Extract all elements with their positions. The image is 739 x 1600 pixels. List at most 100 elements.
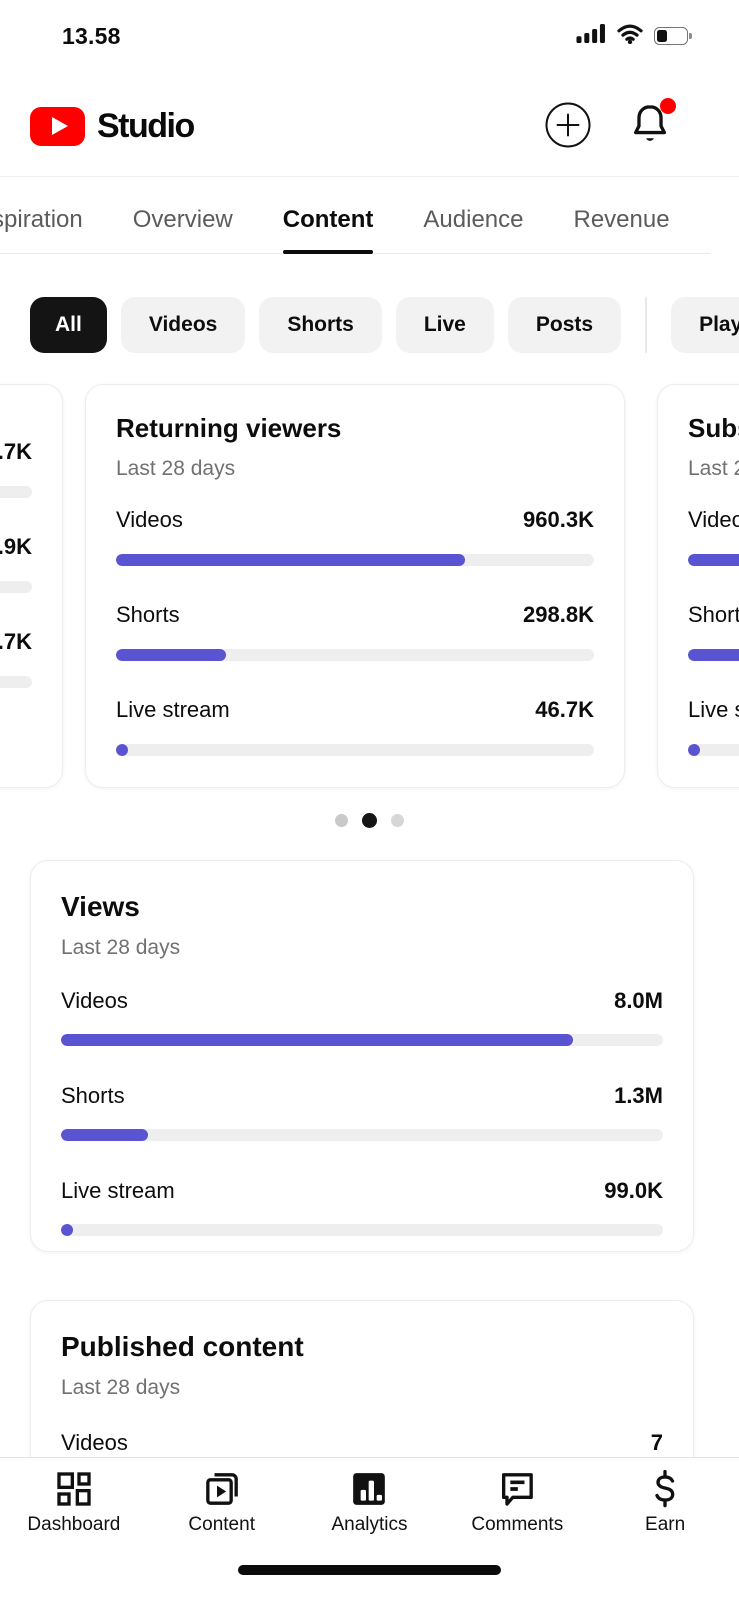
metric-label: Shorts <box>688 602 739 627</box>
card-title: Subscribers <box>688 413 739 443</box>
metric-row: .9K <box>0 534 32 593</box>
card-title: Published content <box>61 1331 304 1362</box>
carousel-page-indicator <box>0 812 739 828</box>
filter-chip-playlists[interactable]: Playlists <box>671 296 739 353</box>
nav-item-analytics[interactable]: Analytics <box>296 1458 444 1600</box>
brand-name: Studio <box>97 106 195 145</box>
metric-value: 8.0M <box>614 988 663 1013</box>
home-indicator[interactable] <box>238 1565 501 1575</box>
status-time: 13.58 <box>62 22 121 49</box>
progress-bar <box>116 744 594 756</box>
tab-audience[interactable]: Audience <box>423 206 524 233</box>
tab-overview[interactable]: Overview <box>132 206 233 233</box>
notifications-button[interactable] <box>629 97 676 151</box>
progress-bar <box>0 581 32 593</box>
tab-content[interactable]: Content <box>282 206 374 254</box>
nav-label: Earn <box>645 1514 686 1535</box>
metric-row: Videos <box>688 507 739 566</box>
page-dot-active <box>362 812 377 828</box>
youtube-play-icon <box>30 106 85 146</box>
progress-bar <box>688 649 739 661</box>
chips-divider <box>645 296 648 353</box>
header-divider <box>0 176 739 177</box>
filter-chip-videos[interactable]: Videos <box>120 296 246 353</box>
metric-card-returning-viewers[interactable]: Returning viewers Last 28 days Videos 960… <box>85 384 625 788</box>
nav-item-content[interactable]: Content <box>148 1458 296 1600</box>
dashboard-icon <box>53 1468 95 1510</box>
metric-row: Live stream 46.7K <box>116 697 594 756</box>
content-filter-chips: All Videos Shorts Live Posts Playlists <box>0 296 739 353</box>
nav-item-earn[interactable]: Earn <box>591 1458 739 1600</box>
progress-bar <box>61 1224 663 1236</box>
card-subtitle: Last 28 days <box>61 936 181 959</box>
metric-label: Live stream <box>116 697 230 722</box>
progress-bar <box>688 554 739 566</box>
card-title: Views <box>61 891 140 922</box>
progress-bar <box>688 744 739 756</box>
filter-chip-shorts[interactable]: Shorts <box>259 296 382 353</box>
page-dot <box>391 813 404 827</box>
nav-label: Analytics <box>331 1514 408 1535</box>
progress-bar <box>116 554 594 566</box>
earn-icon <box>644 1468 686 1510</box>
wifi-icon <box>616 24 644 49</box>
nav-item-dashboard[interactable]: Dashboard <box>0 1458 148 1600</box>
nav-item-comments[interactable]: Comments <box>443 1458 591 1600</box>
app-header: Studio <box>0 88 739 164</box>
metric-row: Videos 960.3K <box>116 507 594 566</box>
nav-label: Dashboard <box>27 1514 121 1535</box>
progress-bar-fill <box>61 1034 573 1046</box>
page-dot <box>335 813 348 827</box>
filter-chip-all[interactable]: All <box>30 296 107 353</box>
youtube-studio-logo: Studio <box>30 106 195 146</box>
metric-value: 46.7K <box>535 697 594 722</box>
progress-bar <box>0 676 32 688</box>
metric-row: Videos 7 <box>61 1430 663 1456</box>
card-subtitle: Last 28 days <box>116 457 236 480</box>
filter-chip-live[interactable]: Live <box>395 296 494 353</box>
metric-value: 99.0K <box>604 1178 663 1203</box>
filter-chip-posts[interactable]: Posts <box>507 296 622 353</box>
tab-revenue[interactable]: Revenue <box>573 206 670 233</box>
metric-label: Shorts <box>116 602 180 627</box>
progress-bar-fill <box>61 1129 149 1141</box>
metric-row: Shorts 1.3M <box>61 1083 663 1141</box>
metric-label: Live stream <box>61 1178 175 1203</box>
metric-label: Videos <box>61 1430 128 1455</box>
metric-card-left[interactable]: .7K .9K .7K <box>0 384 63 788</box>
metric-row: Live stream 99.0K <box>61 1178 663 1236</box>
create-button[interactable] <box>545 102 591 151</box>
progress-bar-fill <box>116 744 128 756</box>
card-subtitle: Last 28 days <box>688 457 739 480</box>
metric-card-carousel: .7K .9K .7K Returning viewers Last 28 da… <box>0 384 739 788</box>
active-tab-underline <box>282 250 374 254</box>
progress-bar-fill <box>116 554 465 566</box>
content-icon <box>201 1468 243 1510</box>
metric-row: .7K <box>0 629 32 688</box>
views-card[interactable]: Views Last 28 days Videos 8.0M Shorts 1.3M… <box>30 860 694 1252</box>
progress-bar <box>0 486 32 498</box>
progress-bar-fill <box>116 649 226 661</box>
status-bar: 13.58 <box>0 14 739 58</box>
metric-row: Live stream <box>688 697 739 756</box>
plus-circle-icon <box>545 102 591 151</box>
metric-label: Videos <box>61 988 128 1013</box>
metric-card-subscribers[interactable]: Subscribers Last 28 days Videos Shorts L… <box>657 384 739 788</box>
metric-value: 960.3K <box>523 507 594 532</box>
nav-label: Content <box>188 1514 255 1535</box>
comments-icon <box>496 1468 538 1510</box>
bottom-navigation: Dashboard Content Analytics <box>0 1457 739 1600</box>
metric-value: 1.3M <box>614 1083 663 1108</box>
metric-label: Shorts <box>61 1083 125 1108</box>
metric-label: Videos <box>688 507 739 532</box>
tab-inspiration[interactable]: Inspiration <box>0 206 83 233</box>
analytics-tab-bar: Inspiration Overview Content Audience Re… <box>0 192 711 254</box>
progress-bar-fill <box>688 744 700 756</box>
progress-bar <box>116 649 594 661</box>
battery-icon <box>654 27 692 45</box>
metric-row: Videos 8.0M <box>61 988 663 1046</box>
progress-bar <box>61 1034 663 1046</box>
card-subtitle: Last 28 days <box>61 1376 181 1399</box>
notification-badge-dot <box>660 97 676 114</box>
progress-bar <box>61 1129 663 1141</box>
